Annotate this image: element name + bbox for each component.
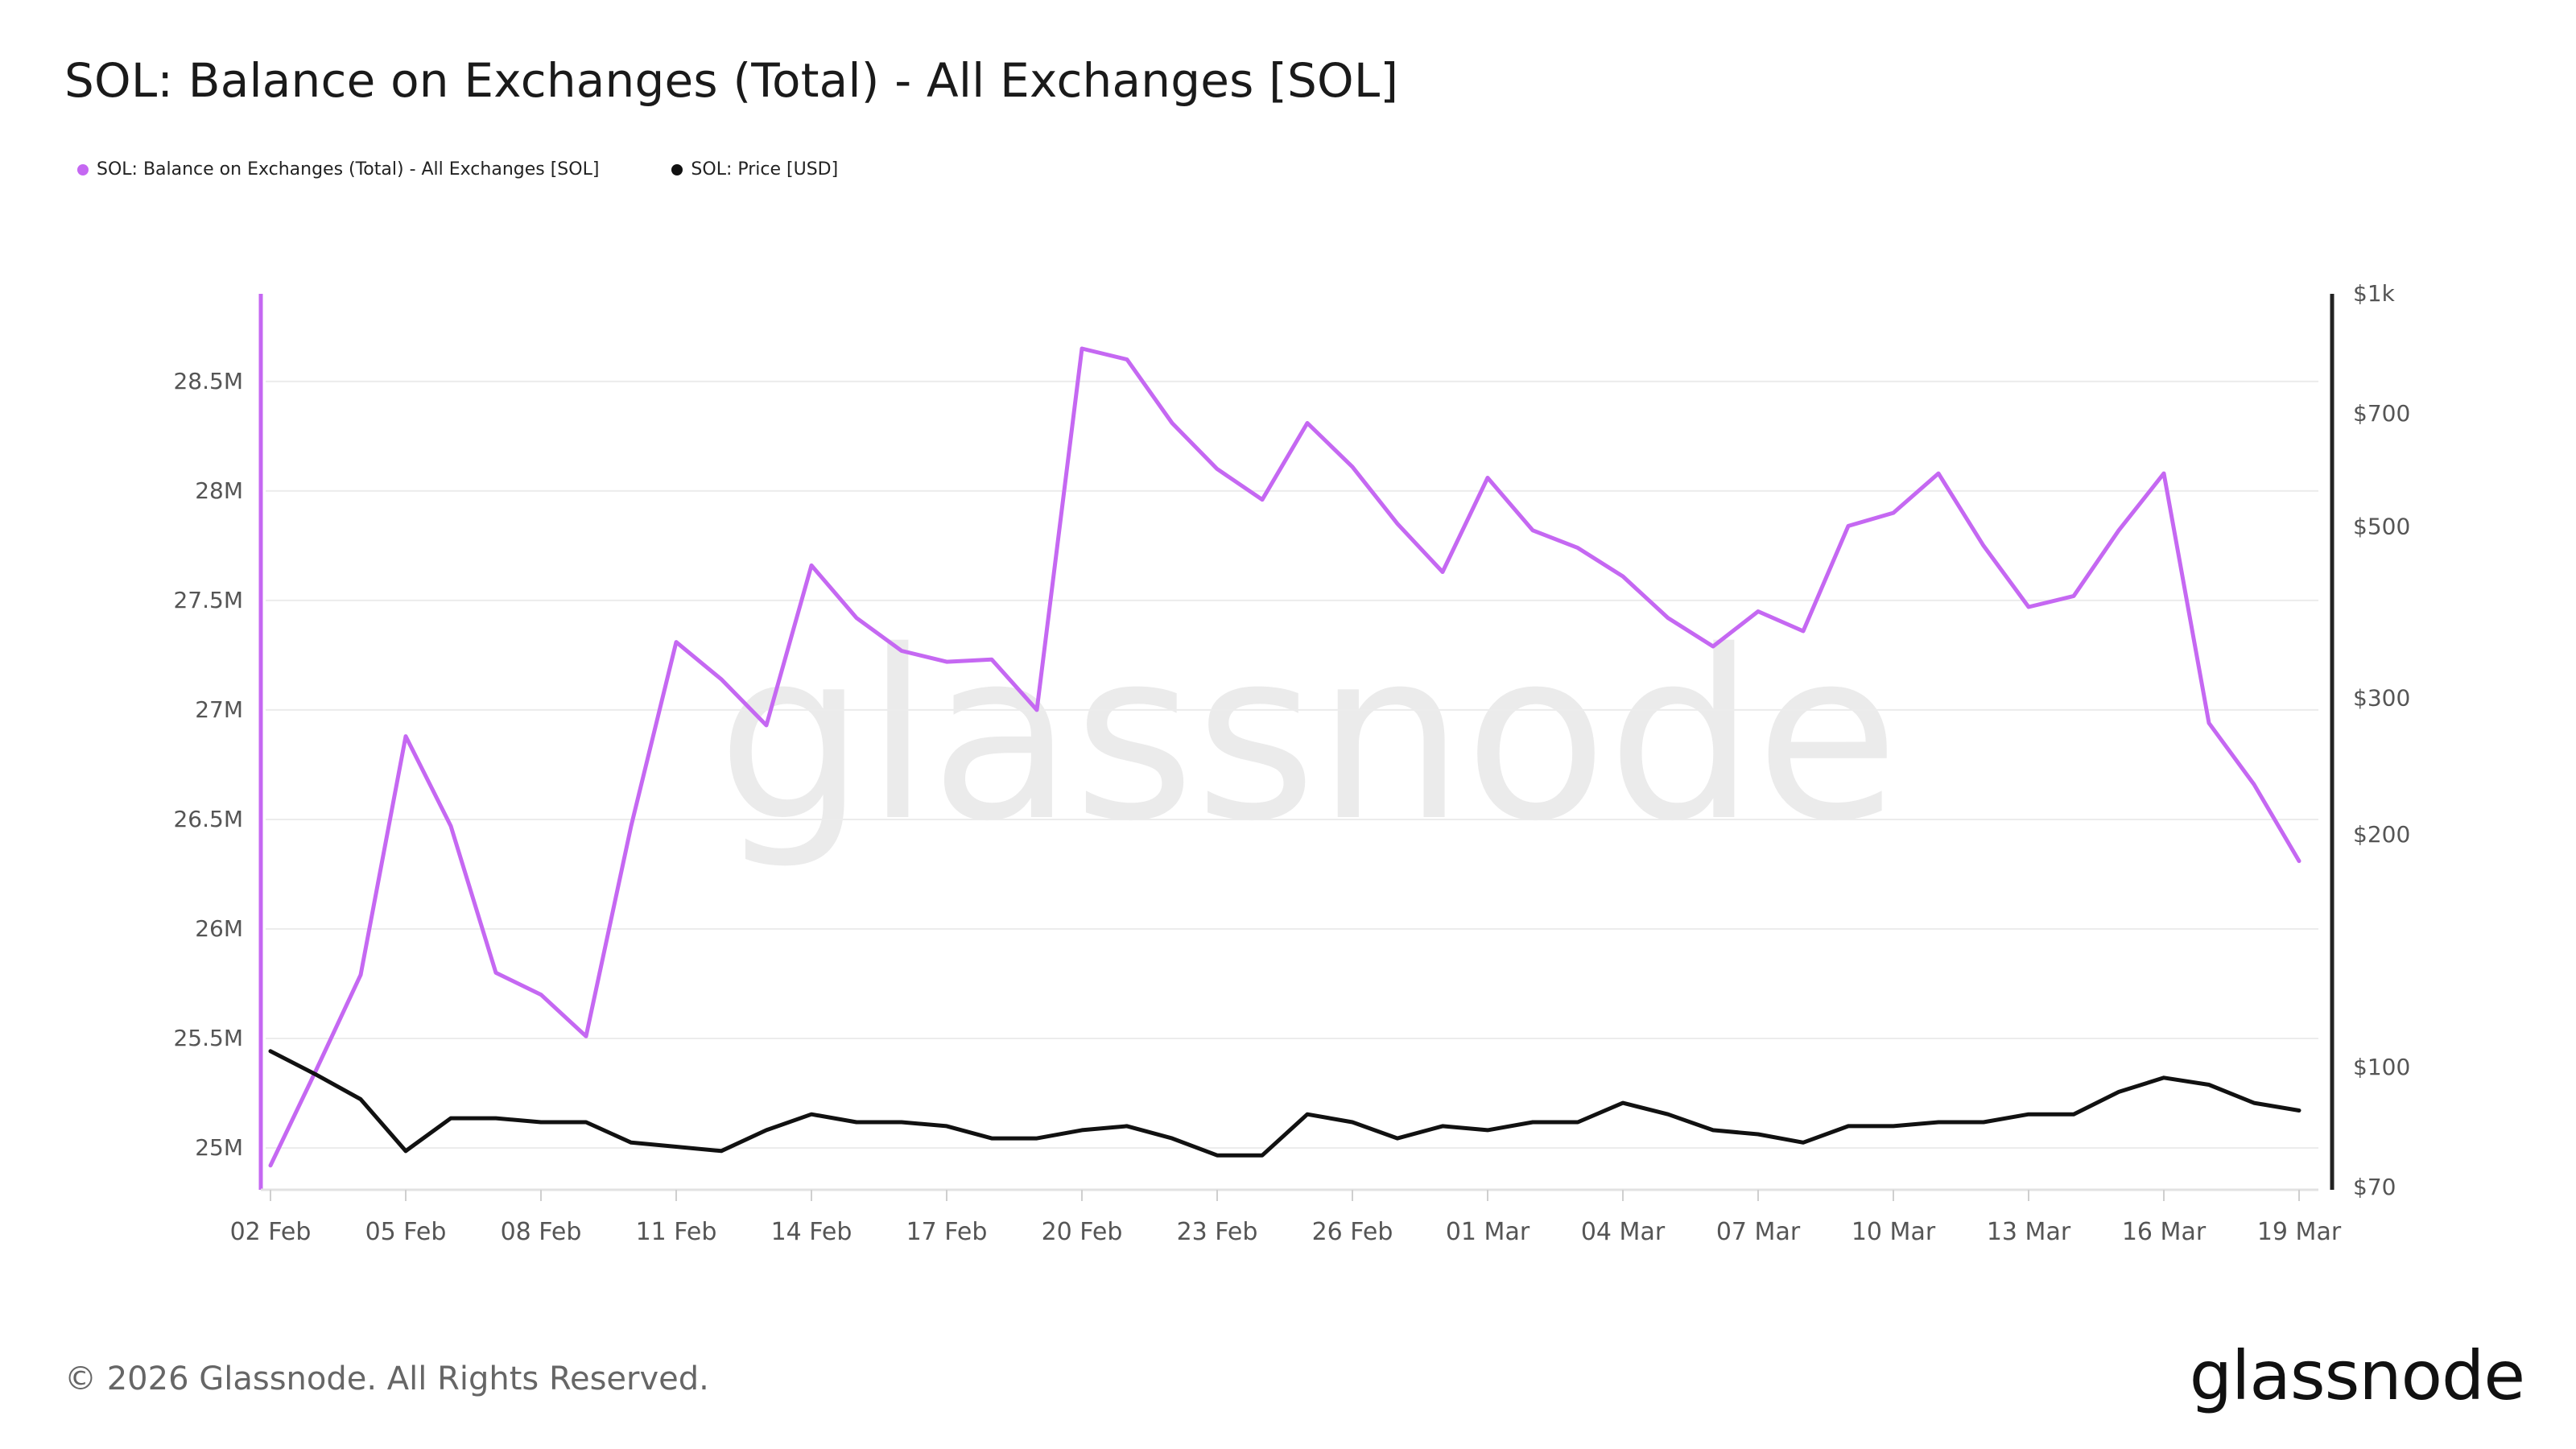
y-right-tick-label: $500 [2353,513,2410,539]
glassnode-logo: glassnode [2189,1336,2525,1415]
x-tick-label: 11 Feb [636,1218,717,1246]
y-left-tick-label: 26M [195,915,243,942]
x-tick-label: 26 Feb [1312,1218,1393,1246]
x-tick-label: 10 Mar [1852,1218,1936,1246]
y-right-tick-label: $200 [2353,821,2410,848]
legend-label-price: SOL: Price [USD] [691,159,839,180]
x-tick-label: 23 Feb [1177,1218,1258,1246]
legend-item-balance[interactable]: SOL: Balance on Exchanges (Total) - All … [77,159,599,180]
page-title: SOL: Balance on Exchanges (Total) - All … [64,53,1399,108]
x-tick-label: 14 Feb [771,1218,852,1246]
x-tick-label: 02 Feb [230,1218,312,1246]
legend: SOL: Balance on Exchanges (Total) - All … [77,159,838,180]
y-left-tick-label: 25.5M [173,1025,243,1051]
legend-dot-price [671,163,683,175]
y-left-tick-label: 27M [195,696,243,723]
copyright-text: © 2026 Glassnode. All Rights Reserved. [64,1360,709,1397]
y-left-tick-label: 28M [195,477,243,504]
series-layer [268,346,2301,1168]
series-line-price[interactable] [268,1049,2301,1158]
y-left-tick-label: 28.5M [173,368,243,394]
y-left-tick-label: 26.5M [173,806,243,832]
y-right-tick-label: $100 [2353,1054,2410,1080]
y-right-tick-label: $1k [2353,280,2396,307]
x-tick-label: 16 Mar [2122,1218,2207,1246]
x-tick-label: 13 Mar [1987,1218,2071,1246]
legend-item-price[interactable]: SOL: Price [USD] [671,159,838,180]
y-left-tick-label: 27.5M [173,587,243,613]
x-tick-label: 20 Feb [1042,1218,1123,1246]
watermark: glassnode [717,601,1899,873]
x-tick-label: 08 Feb [501,1218,582,1246]
x-tick-label: 01 Mar [1446,1218,1530,1246]
axes: 25M 25.5M 26M 26.5M 27M 27.5M 28M 28.5M $70 $100 $… [173,280,2410,1246]
series-line-balance[interactable] [268,346,2301,1168]
x-tick-label: 07 Mar [1716,1218,1801,1246]
legend-dot-balance [77,163,89,175]
y-right-tick-label: $700 [2353,400,2410,427]
legend-label-balance: SOL: Balance on Exchanges (Total) - All … [97,159,600,180]
y-right-tick-label: $300 [2353,685,2410,712]
x-tick-label: 05 Feb [365,1218,447,1246]
y-right-tick-label: $70 [2353,1174,2396,1200]
y-left-tick-label: 25M [195,1134,243,1161]
x-tick-label: 19 Mar [2257,1218,2342,1246]
x-tick-label: 17 Feb [906,1218,988,1246]
x-tick-label: 04 Mar [1581,1218,1666,1246]
